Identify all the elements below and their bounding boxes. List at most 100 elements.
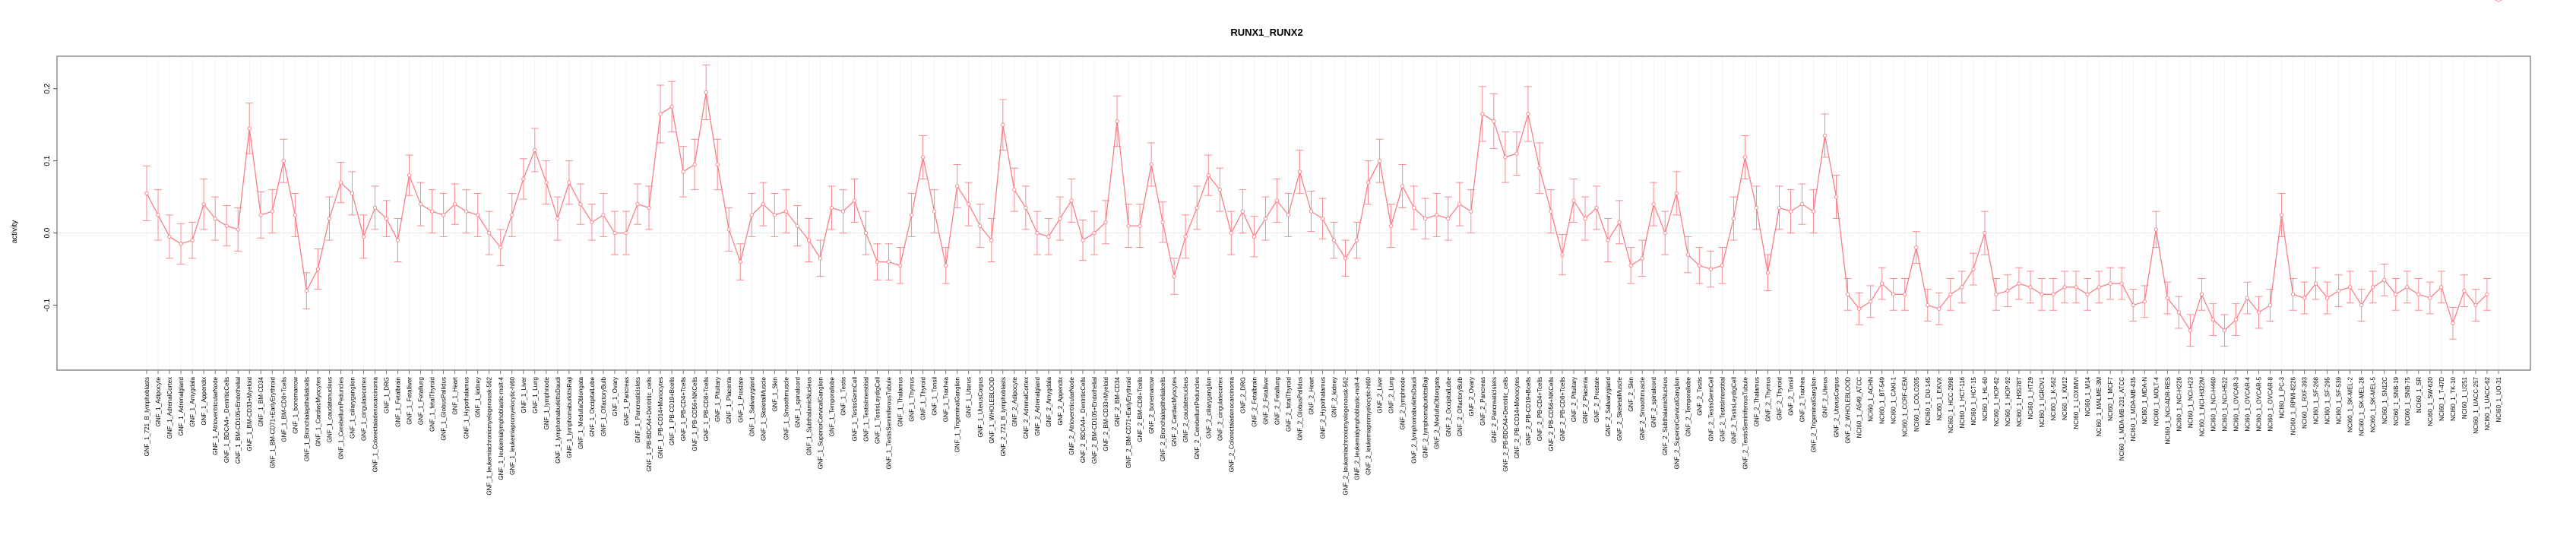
x-tick-label: GNF_2_PB-CD8+Tcells bbox=[1559, 377, 1566, 441]
data-point bbox=[921, 155, 926, 160]
x-tick-label: NCI60_1_U251 bbox=[2461, 376, 2468, 419]
data-point bbox=[783, 209, 789, 214]
data-point bbox=[1765, 271, 1771, 275]
x-tick-label: GNF_1_TestisLeydigCell bbox=[875, 377, 881, 444]
y-tick-label: -0.1 bbox=[43, 298, 52, 312]
chart-title: RUNX1_RUNX2 bbox=[1230, 27, 1302, 38]
x-tick-label: GNF_1_PB-CD19+Bcells bbox=[669, 377, 676, 445]
data-point bbox=[840, 209, 846, 214]
x-tick-label: GNF_1_CardiacMyocytes bbox=[315, 377, 321, 447]
data-point bbox=[2165, 296, 2169, 300]
data-point bbox=[1914, 245, 1919, 250]
data-point bbox=[1549, 209, 1553, 214]
x-tick-label: GNF_2_Thymus bbox=[1764, 377, 1771, 422]
data-point bbox=[372, 205, 378, 211]
x-tick-label: GNF_2_caudatenucleus bbox=[1182, 377, 1189, 442]
x-tick-label: NCI60_1_RXF-393 bbox=[2302, 376, 2309, 429]
data-point bbox=[1469, 209, 1473, 214]
x-tick-label: GNF_2_TrigeminalGanglion bbox=[1811, 377, 1818, 452]
data-point bbox=[1217, 187, 1222, 192]
x-tick-label: GNF_1_BM-CD8+Tcells bbox=[280, 377, 287, 442]
data-point bbox=[1183, 234, 1188, 239]
data-point bbox=[852, 198, 857, 203]
x-tick-label: NCI60_1_CCRF-CEM bbox=[1902, 377, 1909, 437]
data-point bbox=[1560, 252, 1565, 257]
x-tick-label: GNF_2_Amygdala bbox=[1046, 376, 1052, 426]
x-tick-label: GNF_1_Thyroid bbox=[920, 377, 927, 420]
data-point bbox=[1891, 292, 1896, 296]
data-point bbox=[2496, 0, 2501, 2]
data-point bbox=[2382, 277, 2387, 282]
data-point bbox=[738, 259, 742, 264]
data-point bbox=[1594, 205, 1599, 211]
data-point bbox=[1926, 302, 1930, 308]
data-point bbox=[1240, 209, 1245, 214]
x-tick-label: GNF_2_Prostate bbox=[1593, 376, 1600, 423]
x-tick-label: NCI60_1_A549_ATCC bbox=[1856, 377, 1863, 439]
data-point bbox=[2359, 302, 2364, 308]
x-tick-label: GNF_2_Thalamus bbox=[1753, 377, 1760, 426]
data-point bbox=[2176, 310, 2181, 315]
x-tick-label: NCI60_1_T-47D bbox=[2438, 377, 2445, 421]
x-tick-label: GNF_1_Heart bbox=[452, 376, 459, 415]
data-point bbox=[1035, 230, 1040, 236]
x-tick-label: GNF_2_Uterus bbox=[1822, 377, 1829, 418]
x-tick-label: NCI60_1_HCT-116 bbox=[1959, 376, 1966, 428]
data-point bbox=[2428, 296, 2432, 300]
data-point bbox=[429, 209, 435, 214]
x-tick-label: NCI60_1_HOP-92 bbox=[2005, 376, 2011, 426]
x-tick-label: NCI60_1_OVCAR-8 bbox=[2267, 376, 2274, 431]
x-tick-label: GNF_2_DRG bbox=[1239, 377, 1246, 413]
data-point bbox=[418, 201, 423, 207]
x-tick-label: GNF_2_BDCA4+_DentriticCells bbox=[1080, 377, 1087, 463]
x-tick-label: GNF_1_leukemiachronicmyelogenousk-562 bbox=[486, 376, 493, 495]
x-tick-label: NCI60_1_CAKI-1 bbox=[1891, 376, 1897, 423]
x-tick-label: GNF_1_TrigeminalGanglion bbox=[954, 377, 961, 452]
data-point bbox=[1423, 216, 1428, 221]
y-axis: -0.1 0.0 0.1 0.2 bbox=[43, 83, 57, 312]
x-tick-label: GNF_1_PB-BDCA4+Dentritic_cells bbox=[646, 377, 653, 472]
data-point bbox=[2154, 227, 2158, 232]
x-tick-label: NCI60_1_KM12 bbox=[2062, 376, 2068, 420]
x-tick-label: GNF_1_PB-CD14+Monocytes bbox=[657, 377, 664, 458]
x-tick-label: NCI60_1_IGROV1 bbox=[2039, 376, 2046, 427]
data-point bbox=[487, 230, 492, 236]
x-tick-label: NCI60_1_SK-MEL-28 bbox=[2359, 376, 2366, 435]
x-tick-label: GNF_2_PB-CD19+Bcells bbox=[1525, 377, 1532, 445]
x-tick-label: NCI60_1_HCT-15 bbox=[1970, 376, 1977, 425]
x-tick-label: NCI60_1_M14 bbox=[2084, 376, 2091, 416]
data-point bbox=[2245, 296, 2250, 300]
x-tick-label: GNF_2_Appendix bbox=[1057, 377, 1064, 426]
data-point bbox=[327, 216, 332, 221]
x-tick-label: GNF_2_OccipitalLobe bbox=[1445, 376, 1452, 436]
data-point bbox=[2119, 281, 2124, 286]
x-tick-label: GNF_1_Pituitary bbox=[714, 377, 721, 422]
x-tick-label: NCI60_1_LOXIMVI bbox=[2073, 377, 2080, 429]
x-tick-label: NCI60_1_K-562 bbox=[2050, 376, 2057, 420]
data-point bbox=[1331, 238, 1337, 242]
x-tick-label: GNF_2_Liver bbox=[1377, 377, 1384, 413]
x-tick-label: GNF_2_PB-CD4+Tcells bbox=[1536, 377, 1543, 441]
data-point bbox=[1492, 119, 1496, 124]
data-point bbox=[2394, 292, 2398, 296]
x-tick-label: NCI60_1_TK-10 bbox=[2450, 376, 2457, 420]
x-tick-label: GNF_2_PB-BDCA4+Dentritic_cells bbox=[1502, 377, 1509, 472]
data-point bbox=[1001, 122, 1005, 127]
x-tick-label: GNF_1_PB-CD56+NKCells bbox=[691, 377, 698, 451]
x-tick-label: GNF_2_AdrenalCortex bbox=[1023, 377, 1030, 439]
x-tick-label: GNF_2_SubthalamicNucleus bbox=[1662, 377, 1669, 455]
data-point bbox=[1685, 252, 1690, 257]
x-tick-label: GNF_2_BM-CD33+Myeloid bbox=[1103, 377, 1109, 451]
data-point bbox=[1754, 205, 1759, 211]
data-point bbox=[624, 230, 628, 236]
data-point bbox=[1937, 306, 1941, 311]
data-point bbox=[1435, 213, 1439, 217]
x-tick-label: GNF_2_TestisSeminiferousTubule bbox=[1742, 376, 1748, 469]
x-tick-label: NCI60_1_SF-539 bbox=[2336, 376, 2343, 424]
x-tick-label: NCI60_1_HCC-2998 bbox=[1948, 376, 1954, 432]
x-tick-label: GNF_2_Heart bbox=[1308, 376, 1315, 415]
x-tick-label: NCI60_1_SN12C bbox=[2381, 377, 2388, 424]
x-tick-label: GNF_2_leukemiachronicmyelogenousk-562 bbox=[1343, 376, 1350, 495]
